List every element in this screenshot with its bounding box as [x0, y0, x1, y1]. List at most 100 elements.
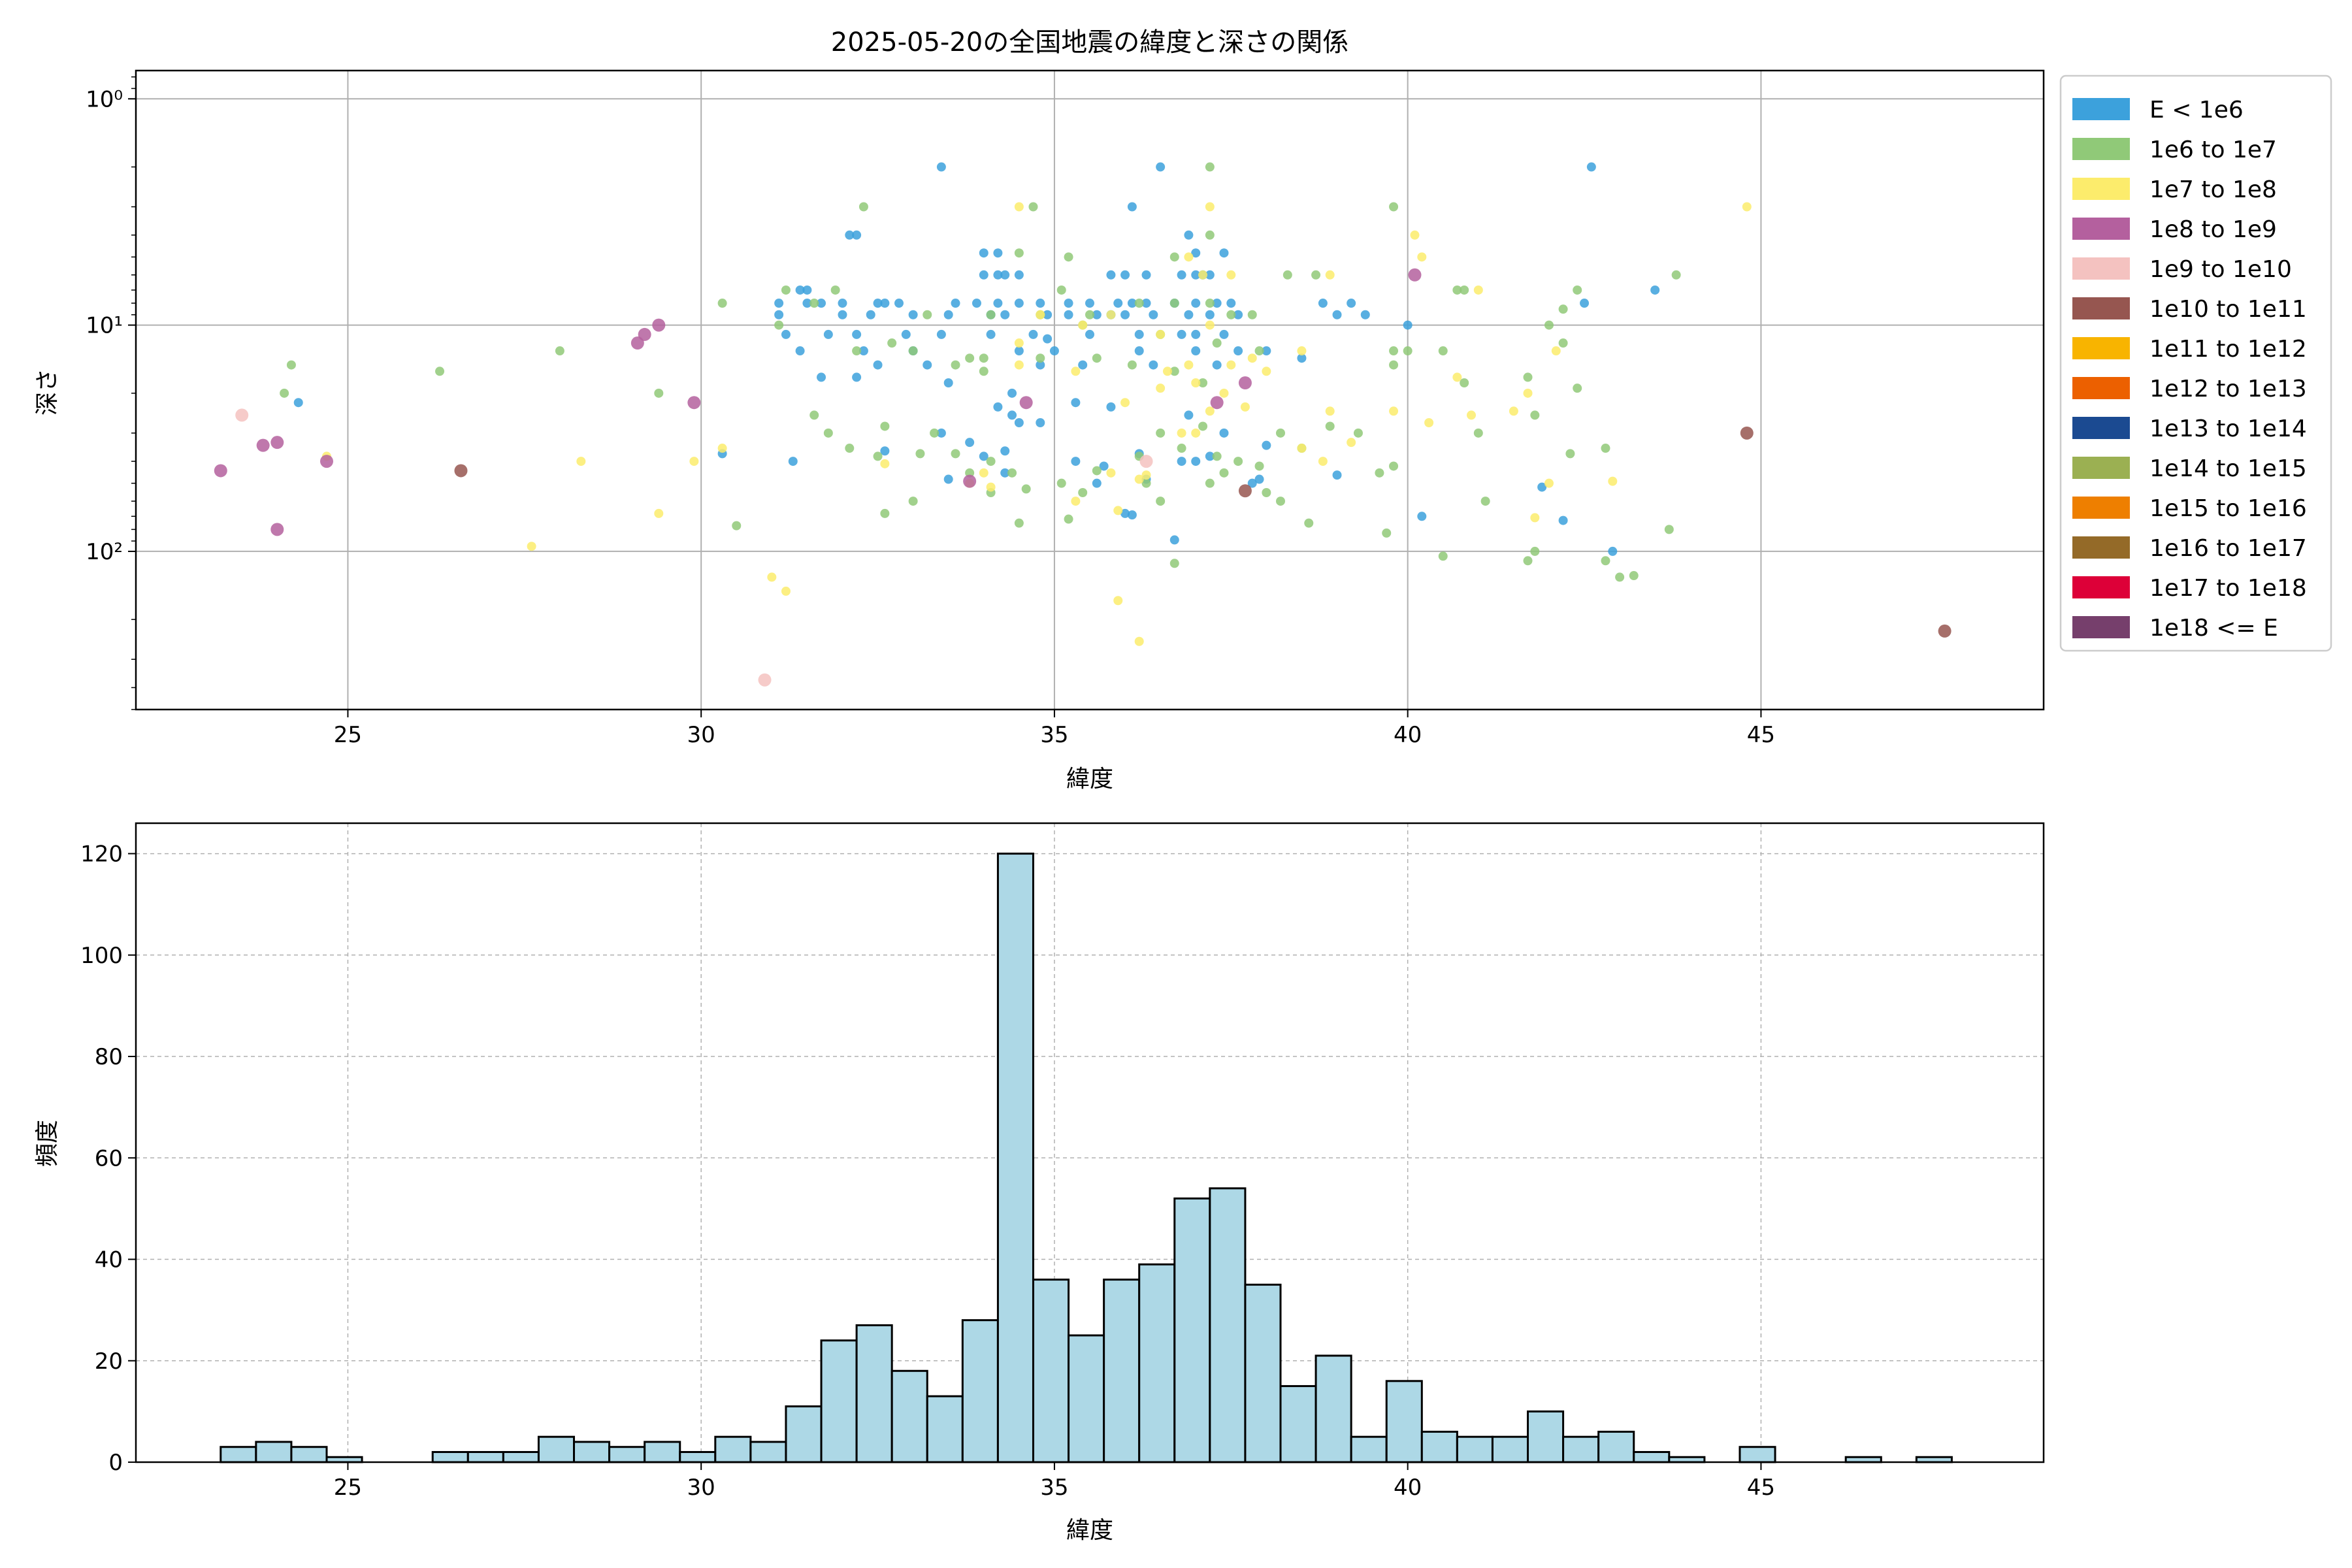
scatter-point: [1226, 299, 1236, 308]
scatter-point: [1325, 421, 1335, 431]
scatter-point: [1198, 378, 1208, 388]
histogram-x-tick-label: 30: [687, 1475, 715, 1501]
scatter-point: [986, 482, 996, 492]
scatter-y-tick-label: 10¹: [86, 313, 123, 339]
scatter-point: [1014, 338, 1024, 348]
histogram-bar: [1527, 1410, 1565, 1463]
scatter-point: [1219, 329, 1229, 339]
scatter-point: [1120, 508, 1130, 518]
scatter-point: [936, 428, 946, 438]
scatter-point: [873, 451, 883, 461]
scatter-point: [1134, 474, 1144, 484]
scatter-point: [1219, 468, 1229, 478]
scatter-point: [1238, 376, 1252, 390]
scatter-point: [951, 449, 960, 459]
histogram-bar: [644, 1441, 681, 1463]
scatter-point: [1523, 388, 1533, 398]
scatter-point: [1205, 451, 1215, 461]
scatter-point: [1530, 410, 1540, 420]
scatter-point: [1212, 451, 1222, 461]
scatter-point: [1071, 367, 1081, 376]
scatter-point: [1139, 455, 1153, 468]
scatter-point: [1014, 360, 1024, 370]
scatter-point: [1205, 230, 1215, 240]
scatter-point: [1198, 270, 1208, 280]
scatter-point: [802, 285, 812, 295]
scatter-point: [630, 336, 644, 350]
scatter-point: [880, 446, 890, 456]
legend-swatch: [2072, 257, 2130, 280]
scatter-point: [1191, 299, 1201, 308]
scatter-point: [979, 248, 988, 258]
scatter-point: [1191, 248, 1201, 258]
scatter-point: [1219, 428, 1229, 438]
histogram-y-tick-label: 60: [95, 1145, 123, 1171]
histogram-bar: [255, 1441, 293, 1463]
scatter-point: [887, 338, 897, 348]
histogram-bar: [1350, 1435, 1388, 1463]
scatter-point: [823, 329, 833, 339]
scatter-point: [1043, 310, 1053, 319]
scatter-point: [972, 299, 981, 308]
scatter-point: [1113, 596, 1123, 606]
scatter-point: [1127, 510, 1137, 520]
scatter-point: [1056, 285, 1066, 295]
scatter-point: [1226, 360, 1236, 370]
scatter-point: [838, 299, 847, 308]
scatter-point: [1177, 270, 1186, 280]
histogram-x-axis-label: 緯度: [1066, 1517, 1113, 1544]
scatter-point: [1162, 367, 1172, 376]
scatter-point: [1120, 310, 1130, 319]
scatter-point: [1615, 572, 1625, 582]
scatter-point: [943, 474, 953, 484]
scatter-point: [1629, 571, 1639, 581]
scatter-x-tick-label: 30: [687, 722, 715, 748]
scatter-point: [979, 270, 988, 280]
scatter-point: [1014, 270, 1024, 280]
scatter-point: [1000, 270, 1010, 280]
legend-swatch: [2072, 457, 2130, 479]
scatter-point: [1325, 406, 1335, 416]
scatter-point: [270, 436, 284, 449]
scatter-point: [774, 299, 784, 308]
scatter-points: [214, 162, 1952, 687]
scatter-point: [1212, 360, 1222, 370]
scatter-point: [880, 459, 890, 468]
scatter-point: [1438, 551, 1448, 561]
histogram-bar: [1209, 1187, 1247, 1463]
scatter-point: [1353, 428, 1363, 438]
scatter-point: [1028, 329, 1038, 339]
scatter-point: [951, 360, 960, 370]
scatter-point: [1262, 488, 1271, 498]
scatter-title: 2025-05-20の全国地震の緯度と深さの関係: [831, 27, 1348, 57]
scatter-point: [1537, 482, 1547, 492]
scatter-point: [1028, 202, 1038, 212]
scatter-point: [1141, 478, 1151, 488]
scatter-point: [1318, 457, 1328, 466]
scatter-point: [1000, 446, 1010, 456]
scatter-point: [1191, 428, 1201, 438]
scatter-point: [732, 521, 742, 531]
histogram-bar: [290, 1446, 328, 1463]
scatter-point: [845, 230, 855, 240]
histogram-y-tick-label: 20: [95, 1348, 123, 1375]
histogram-bar: [1385, 1380, 1423, 1463]
histogram-bar: [1103, 1279, 1141, 1463]
scatter-point: [1205, 478, 1215, 488]
scatter-point: [1064, 299, 1073, 308]
scatter-point: [1233, 346, 1243, 356]
scatter-point: [767, 572, 777, 582]
scatter-point: [923, 310, 932, 319]
scatter-point: [852, 372, 862, 382]
scatter-point: [852, 346, 862, 356]
legend-swatch: [2072, 297, 2130, 319]
scatter-point: [838, 310, 847, 319]
scatter-point: [1254, 346, 1264, 356]
scatter-point: [880, 508, 890, 518]
histogram-bar: [1138, 1263, 1176, 1463]
scatter-point: [1233, 457, 1243, 466]
legend-swatch: [2072, 497, 2130, 519]
scatter-panel: 2025-05-20の全国地震の緯度と深さの関係 25 30 35 40 45 10⁰1…: [34, 27, 2332, 792]
scatter-point: [1608, 476, 1618, 486]
legend-label: 1e12 to 1e13: [2149, 376, 2307, 402]
